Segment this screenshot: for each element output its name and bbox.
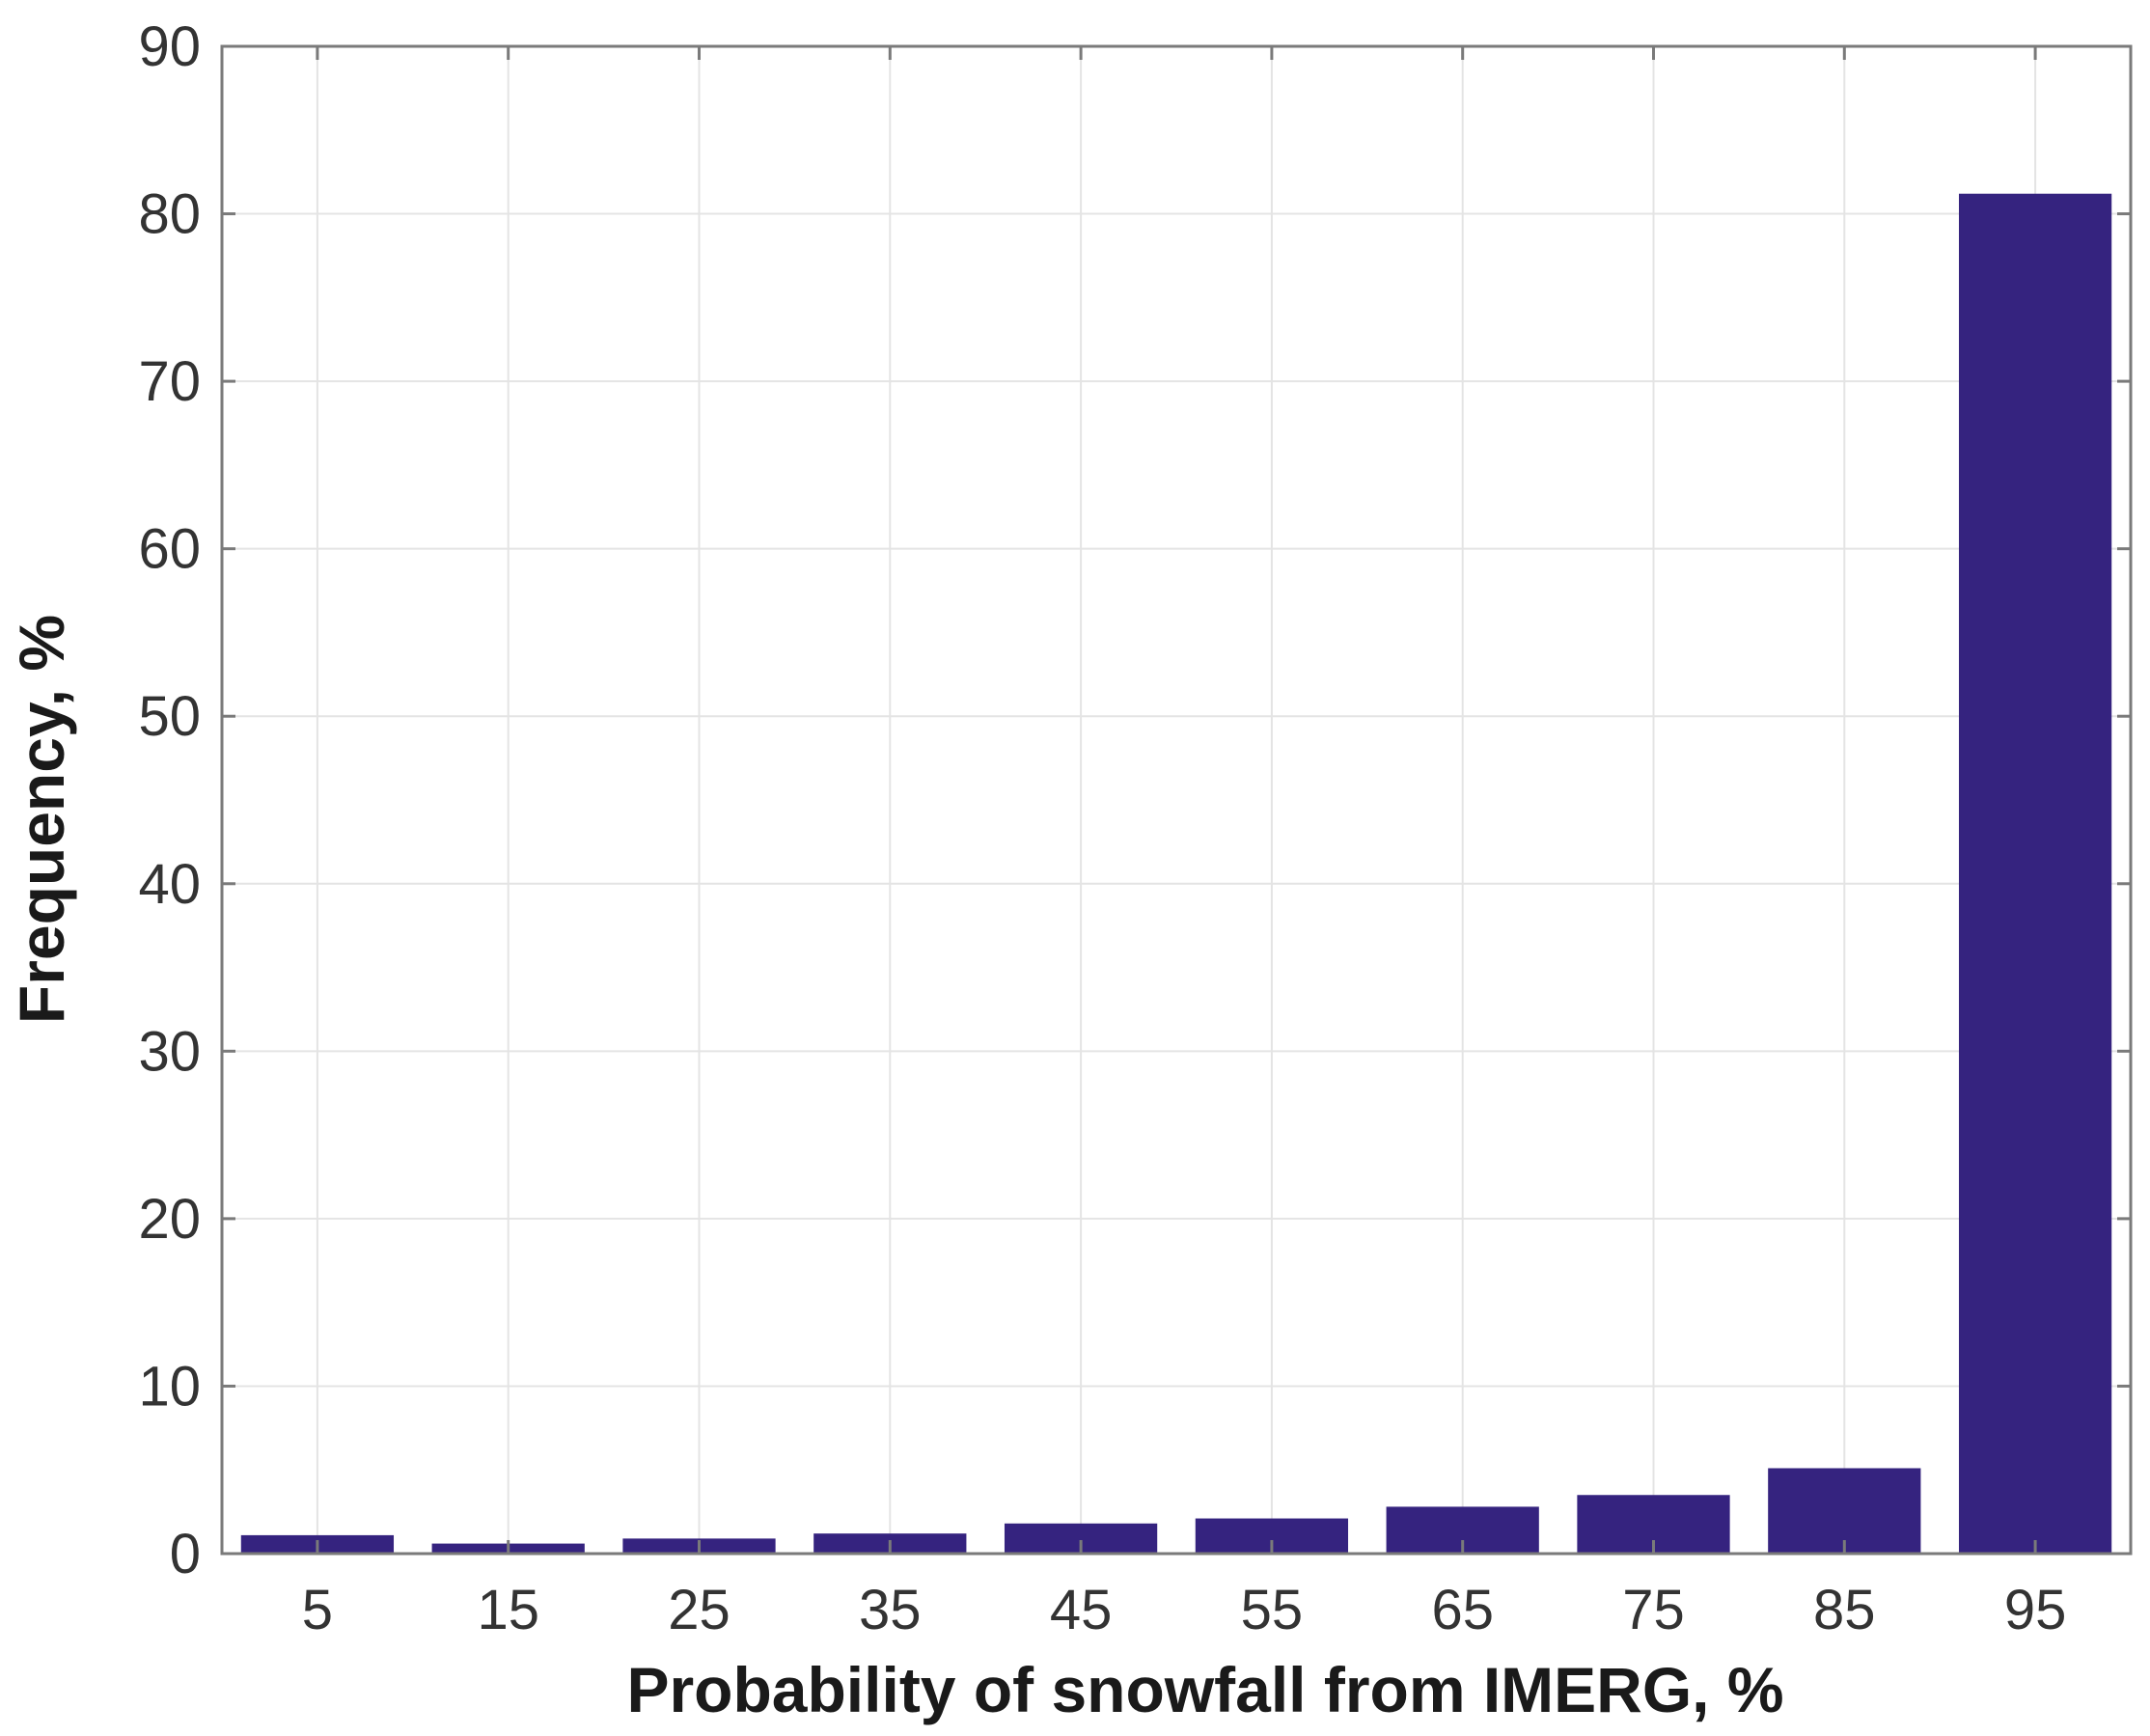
y-tick-label: 80 (138, 183, 201, 246)
y-tick-labels: 0 10 20 30 40 50 60 70 80 90 (138, 15, 201, 1585)
bar-85 (1768, 1468, 1921, 1554)
x-axis-title: Probability of snowfall from IMERG, % (626, 1654, 1783, 1725)
bars (240, 193, 2112, 1554)
y-tick-label: 50 (138, 685, 201, 748)
x-tick-label: 65 (1431, 1579, 1494, 1641)
x-tick-label: 5 (302, 1579, 333, 1641)
x-tick-label: 85 (1813, 1579, 1876, 1641)
x-tick-label: 15 (477, 1579, 539, 1641)
x-tick-label: 55 (1241, 1579, 1304, 1641)
y-tick-label: 20 (138, 1188, 201, 1251)
x-tick-label: 35 (859, 1579, 922, 1641)
x-tick-label: 95 (2004, 1579, 2067, 1641)
y-tick-label: 60 (138, 518, 201, 581)
x-tick-label: 75 (1622, 1579, 1685, 1641)
bar-95 (1958, 193, 2112, 1554)
y-tick-label: 40 (138, 853, 201, 916)
y-axis-title: Frequency, % (6, 615, 77, 1024)
y-tick-label: 0 (170, 1523, 201, 1585)
y-tick-label: 90 (138, 15, 201, 78)
x-tick-label: 45 (1050, 1579, 1113, 1641)
y-tick-label: 30 (138, 1020, 201, 1083)
x-tick-label: 25 (668, 1579, 730, 1641)
y-tick-label: 10 (138, 1355, 201, 1418)
x-tick-labels: 5 15 25 35 45 55 65 75 85 95 (302, 1579, 2067, 1641)
gridlines (222, 46, 2131, 1554)
axis-ticks (222, 44, 2131, 1556)
plot-frame (220, 44, 2133, 1556)
y-tick-label: 70 (138, 350, 201, 413)
